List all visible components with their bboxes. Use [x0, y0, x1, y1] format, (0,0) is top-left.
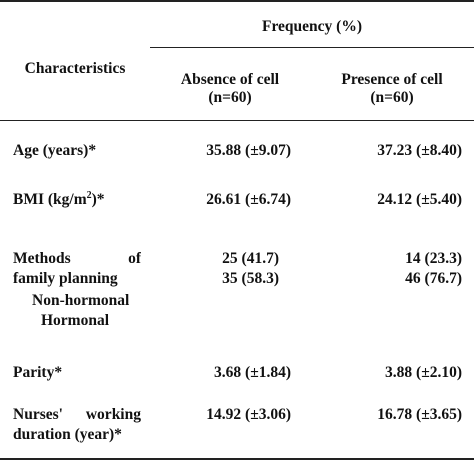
cell-nurses-presence: 16.78 (±3.65) [377, 406, 462, 423]
cell-bmi-presence: 24.12 (±5.40) [377, 191, 462, 208]
group-underline [150, 47, 474, 48]
presence-header-line1: Presence of cell [341, 71, 443, 88]
cell-age-absence: 35.88 (±9.07) [206, 142, 291, 159]
cell-nurses-absence: 14.92 (±3.06) [206, 406, 291, 423]
row-label-age: Age (years)* [13, 142, 97, 159]
row-label-bmi: BMI (kg/m2)* [13, 189, 105, 209]
cell-bmi-absence: 26.61 (±6.74) [206, 191, 291, 208]
row-label-methods-line3: Non-hormonal [32, 292, 130, 309]
top-rule [0, 0, 474, 2]
bmi-label-suffix: )* [91, 191, 105, 208]
row-label-nurses-line1: Nurses' working [13, 406, 141, 423]
characteristics-header: Characteristics [24, 60, 126, 77]
bmi-label-superscript: 2 [86, 189, 92, 201]
cell-methods-absence-2: 35 (58.3) [222, 270, 279, 287]
bottom-rule [0, 458, 474, 460]
absence-header-line1: Absence of cell [180, 71, 280, 88]
cell-methods-absence-1: 25 (41.7) [222, 250, 279, 267]
cell-methods-presence-1: 14 (23.3) [405, 250, 462, 267]
row-label-methods-line4: Hormonal [41, 312, 110, 329]
frequency-group-header: Frequency (%) [261, 18, 363, 35]
cell-parity-absence: 3.68 (±1.84) [214, 364, 291, 381]
absence-header-line2: (n=60) [208, 89, 252, 106]
bmi-label-prefix: BMI (kg/m [13, 191, 87, 208]
row-label-methods-line2: family planning [13, 270, 118, 287]
cell-parity-presence: 3.88 (±2.10) [385, 364, 462, 381]
presence-header-line2: (n=60) [370, 89, 414, 106]
cell-methods-presence-2: 46 (76.7) [405, 270, 462, 287]
row-label-nurses-line2: duration (year)* [13, 426, 122, 443]
header-bottom-rule [0, 120, 474, 121]
cell-age-presence: 37.23 (±8.40) [377, 142, 462, 159]
row-label-parity: Parity* [13, 364, 63, 381]
row-label-methods-line1: Methods of [13, 250, 141, 267]
